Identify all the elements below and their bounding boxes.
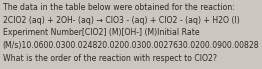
Text: Experiment Number[ClO2] (M)[OH-] (M)Initial Rate: Experiment Number[ClO2] (M)[OH-] (M)Init… [3, 28, 199, 37]
Text: (M/s)10.0600.0300.024820.0200.0300.0027630.0200.0900.00828: (M/s)10.0600.0300.024820.0200.0300.00276… [3, 41, 259, 50]
Text: 2ClO2 (aq) + 2OH- (aq) → ClO3 - (aq) + ClO2 - (aq) + H2O (l): 2ClO2 (aq) + 2OH- (aq) → ClO3 - (aq) + C… [3, 16, 239, 24]
Text: The data in the table below were obtained for the reaction:: The data in the table below were obtaine… [3, 3, 234, 12]
Text: What is the order of the reaction with respect to ClO2?: What is the order of the reaction with r… [3, 54, 217, 63]
